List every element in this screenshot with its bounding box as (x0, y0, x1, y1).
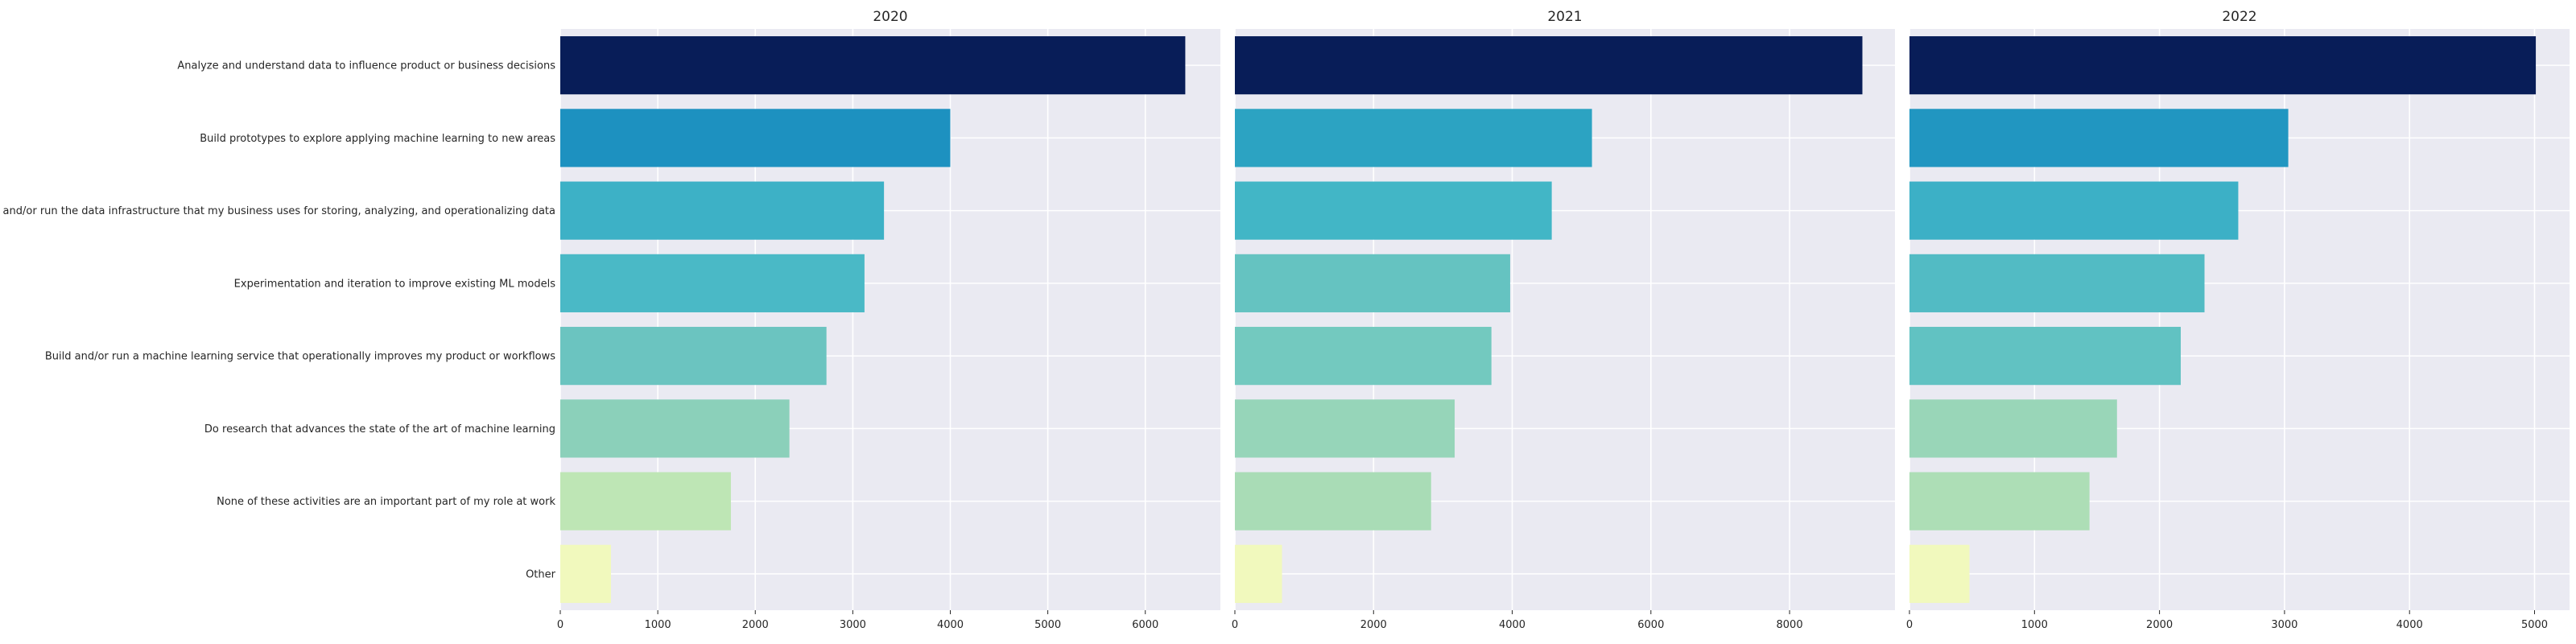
bar-2021-2 (1235, 181, 1552, 240)
bar-2022-5 (1909, 399, 2117, 458)
category-label: Do research that advances the state of t… (204, 423, 555, 436)
x-tick-label: 3000 (2271, 619, 2297, 631)
bar-2022-6 (1909, 472, 2090, 530)
bar-2020-6 (560, 472, 731, 530)
x-tick-label: 3000 (840, 619, 866, 631)
bar-2021-4 (1235, 327, 1492, 386)
x-tick-label: 6000 (1132, 619, 1158, 631)
x-tick-label: 0 (1906, 619, 1913, 631)
category-label: Analyze and understand data to influence… (177, 60, 555, 72)
bar-2022-4 (1909, 327, 2182, 386)
panel-2020: 0 1000 2000 3000 4000 5000 6000 2020 (557, 9, 1220, 631)
bar-2020-2 (560, 181, 885, 240)
x-tick-label: 1000 (645, 619, 671, 631)
x-tick-label: 0 (1232, 619, 1238, 631)
category-label: Other (526, 568, 556, 580)
x-tick-label: 2000 (742, 619, 769, 631)
bar-2020-0 (560, 36, 1186, 95)
bar-2021-5 (1235, 399, 1455, 458)
panel-title: 2020 (873, 9, 907, 25)
x-tick-label: 8000 (1777, 619, 1803, 631)
category-label: Build and/or run the data infrastructure… (0, 205, 555, 217)
bar-2020-5 (560, 399, 790, 458)
x-tick-label: 4000 (1499, 619, 1525, 631)
category-label: None of these activities are an importan… (217, 496, 555, 508)
panel-2022: 0 1000 2000 3000 4000 5000 2022 (1906, 9, 2570, 631)
bar-2022-2 (1909, 181, 2239, 240)
category-label: Build and/or run a machine learning serv… (45, 351, 555, 363)
category-labels: Analyze and understand data to influence… (0, 60, 556, 581)
x-tick-label: 4000 (2396, 619, 2423, 631)
panel-title: 2022 (2222, 9, 2256, 25)
x-tick-label: 5000 (1034, 619, 1061, 631)
x-tick-label: 2000 (2146, 619, 2173, 631)
x-tick-label: 0 (557, 619, 564, 631)
x-tick-label: 2000 (1360, 619, 1387, 631)
bar-2020-4 (560, 327, 827, 386)
bar-2022-1 (1909, 109, 2289, 167)
bar-2021-7 (1235, 544, 1282, 603)
bar-2020-1 (560, 109, 951, 167)
bar-2022-0 (1909, 36, 2537, 95)
bar-2021-3 (1235, 254, 1510, 312)
x-tick-label: 6000 (1637, 619, 1664, 631)
x-tick-label: 5000 (2521, 619, 2548, 631)
category-label: Build prototypes to explore applying mac… (200, 133, 555, 145)
panel-2021: 0 2000 4000 6000 8000 2021 (1232, 9, 1895, 631)
bar-2022-3 (1909, 254, 2205, 312)
bar-2020-3 (560, 254, 865, 312)
x-tick-label: 4000 (937, 619, 964, 631)
category-label: Experimentation and iteration to improve… (234, 278, 556, 290)
bar-2022-7 (1909, 544, 1970, 603)
bar-2021-0 (1235, 36, 1863, 95)
bar-2021-6 (1235, 472, 1431, 530)
bar-2020-7 (560, 544, 611, 603)
x-tick-label: 1000 (2021, 619, 2048, 631)
bar-2021-1 (1235, 109, 1592, 167)
panel-title: 2021 (1547, 9, 1582, 25)
